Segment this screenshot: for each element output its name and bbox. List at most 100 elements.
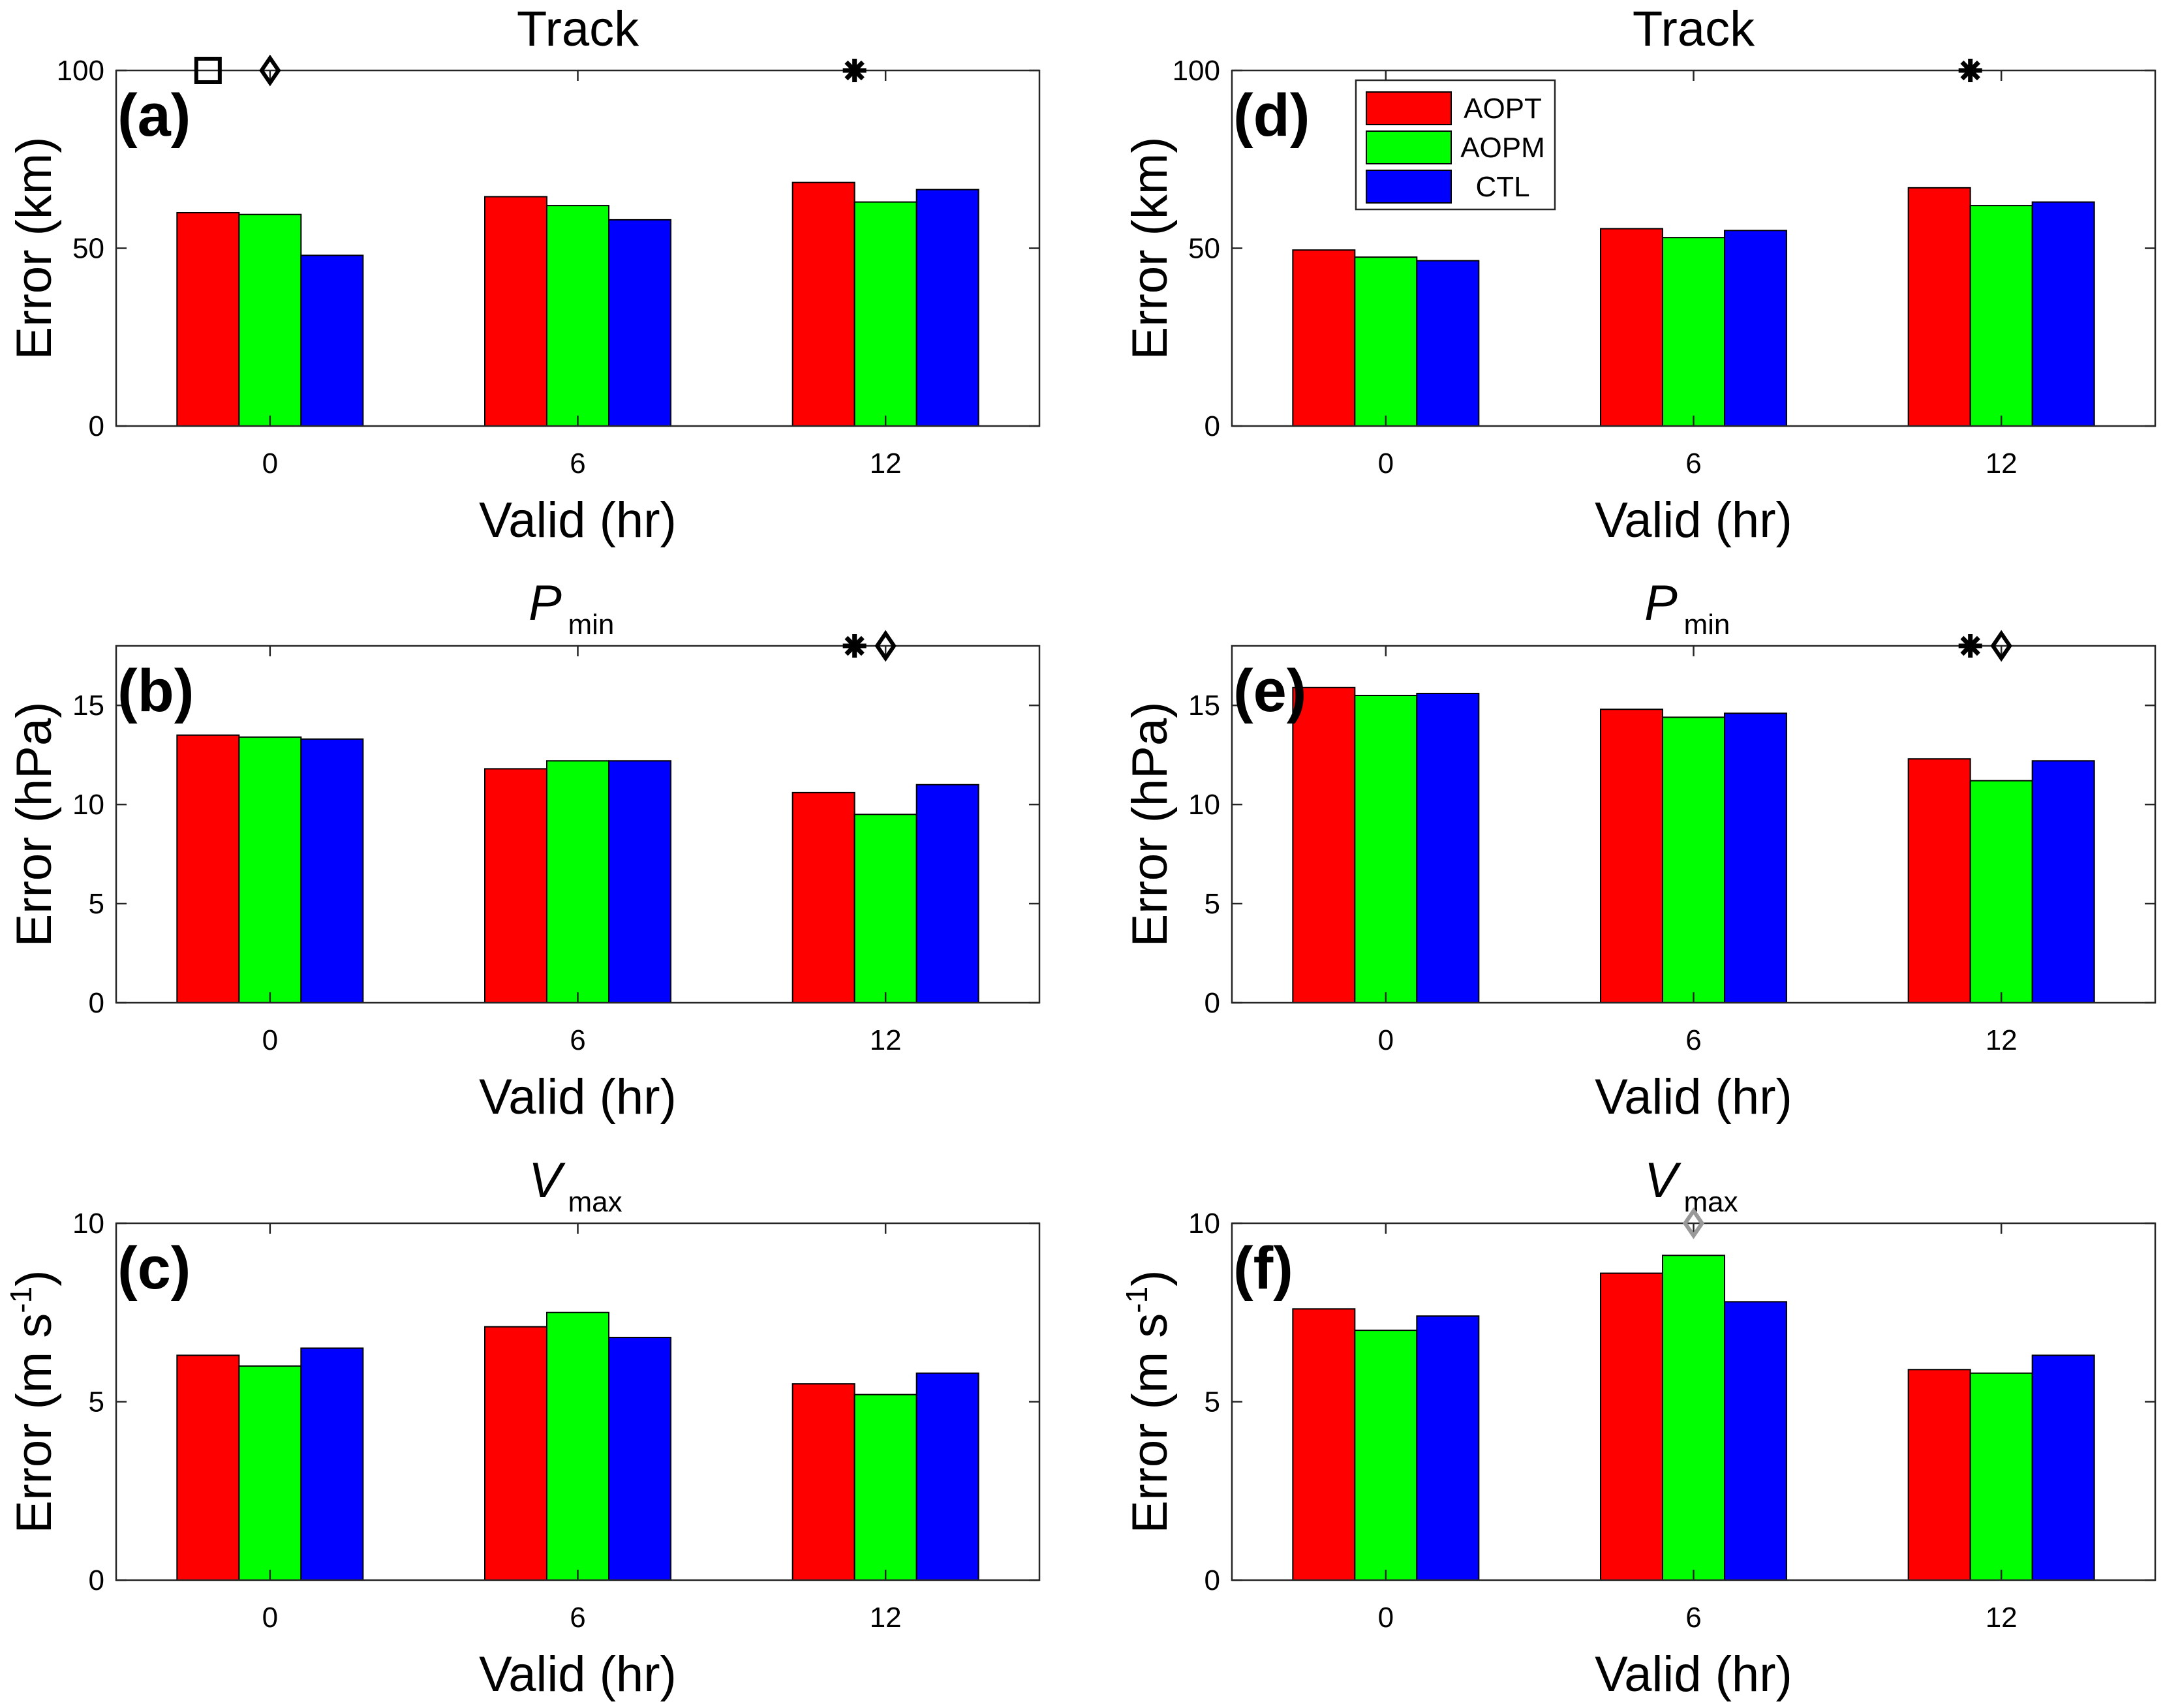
bar-aopt-12 (791, 791, 855, 1004)
legend-label-aopt: AOPT (1464, 93, 1542, 125)
bar-aopt-6 (1600, 1272, 1663, 1581)
y-axis-label: Error (km) (1122, 137, 1178, 360)
bar-ctl-0 (300, 1347, 364, 1581)
bar-ctl-12 (2031, 760, 2095, 1004)
y-tick-label: 10 (1188, 1208, 1220, 1240)
bar-ctl-0 (1416, 260, 1480, 427)
asterisk-stroke (844, 635, 865, 656)
y-tick-label: 50 (72, 233, 104, 265)
bar-aopm-0 (1354, 1330, 1418, 1581)
x-tick-label: 0 (262, 1602, 278, 1634)
chart-title-subscript: min (1684, 609, 1730, 641)
asterisk-marker (842, 59, 867, 82)
bar-aopt-12 (1907, 758, 1971, 1003)
bar-aopt-6 (1600, 228, 1663, 427)
bar-aopm-6 (546, 205, 609, 427)
bar-ctl-12 (915, 1372, 979, 1581)
bar-aopm-0 (238, 736, 302, 1004)
x-axis-label: Valid (hr) (479, 1069, 677, 1125)
bar-ctl-0 (300, 738, 364, 1003)
x-tick-label: 6 (1685, 448, 1701, 480)
y-tick-label: 50 (1188, 233, 1220, 265)
x-tick-label: 6 (570, 1024, 585, 1056)
bar-aopt-0 (1292, 1308, 1356, 1581)
y-tick-label: 0 (89, 410, 104, 442)
legend-swatch-aopm (1366, 130, 1452, 164)
bar-ctl-6 (608, 219, 671, 427)
x-axis-label: Valid (hr) (1595, 1647, 1792, 1702)
y-tick-label: 0 (1205, 987, 1220, 1019)
x-tick-label: 0 (262, 1024, 278, 1056)
bar-ctl-12 (2031, 201, 2095, 427)
bar-aopm-12 (1969, 1372, 2033, 1581)
bar-aopm-6 (546, 760, 609, 1004)
y-tick-label: 0 (1205, 1564, 1220, 1596)
y-tick-label: 0 (89, 1564, 104, 1596)
panel-b: 0 5 10 15 0 6 12 Valid (hr) Error (hPa) P min (b) (7, 575, 1041, 1125)
bar-aopt-0 (176, 212, 240, 427)
chart-title: P (1644, 575, 1678, 631)
x-tick-label: 0 (262, 448, 278, 480)
bar-aopm-12 (853, 1394, 917, 1581)
diamond-marker (1990, 630, 2012, 662)
panel-label: (a) (117, 82, 191, 149)
chart-title: Track (517, 1, 639, 57)
chart-title: P (529, 575, 562, 631)
y-tick-label: 5 (89, 1386, 104, 1418)
chart-title: V (529, 1153, 566, 1208)
y-axis-label: Error (hPa) (1122, 702, 1178, 947)
bar-aopm-6 (1662, 716, 1725, 1004)
bar-aopt-6 (484, 768, 547, 1004)
bar-aopm-12 (853, 814, 917, 1003)
bar-aopm-12 (1969, 205, 2033, 427)
x-axis-label: Valid (hr) (1595, 493, 1792, 548)
bar-ctl-12 (915, 784, 979, 1003)
y-axis-label: Error (hPa) (7, 702, 62, 947)
bar-aopt-12 (791, 1383, 855, 1581)
chart-title: V (1644, 1153, 1681, 1208)
bar-aopm-12 (853, 201, 917, 427)
bar-ctl-6 (608, 760, 671, 1004)
diamond-marker (259, 54, 281, 87)
bar-aopm-6 (1662, 1255, 1725, 1581)
bar-aopt-6 (484, 196, 547, 427)
panel-label: (e) (1233, 658, 1306, 724)
diamond-marker (874, 630, 897, 662)
y-tick-label: 0 (89, 987, 104, 1019)
panel-label: (d) (1233, 82, 1310, 149)
bar-aopm-6 (1662, 237, 1725, 427)
y-tick-label: 5 (1205, 888, 1220, 920)
bar-ctl-0 (300, 254, 364, 427)
bar-ctl-6 (1724, 1301, 1787, 1581)
legend-label-ctl: CTL (1475, 171, 1529, 203)
bar-aopt-6 (1600, 709, 1663, 1003)
bar-aopt-0 (1292, 249, 1356, 427)
bar-ctl-0 (1416, 692, 1480, 1004)
bar-ctl-6 (1724, 712, 1787, 1004)
legend-swatch-aopt (1366, 91, 1452, 125)
panel-label: (f) (1233, 1235, 1293, 1302)
bar-aopm-0 (238, 213, 302, 427)
bar-aopt-0 (176, 734, 240, 1003)
chart-title-subscript: max (568, 1186, 622, 1218)
asterisk-stroke (1960, 60, 1980, 81)
panel-a: 0 50 100 0 6 12 Valid (hr) Error (km) Track (a) (7, 1, 1041, 548)
asterisk-marker (842, 634, 867, 658)
y-axis-label: Error (km) (7, 137, 62, 360)
x-tick-label: 12 (870, 1024, 902, 1056)
bar-ctl-6 (1724, 230, 1787, 427)
y-tick-label: 15 (1188, 690, 1220, 722)
bar-aopt-12 (791, 181, 855, 427)
panel-d: 0 50 100 0 6 12 Valid (hr) Error (km) Track (d) AO… (1122, 1, 2157, 548)
legend-swatch-ctl (1366, 170, 1452, 204)
x-tick-label: 12 (1986, 448, 2018, 480)
bar-ctl-6 (608, 1337, 671, 1581)
x-axis-label: Valid (hr) (479, 493, 677, 548)
y-axis-label: Error (m s-1) (4, 1270, 62, 1534)
asterisk-marker (1958, 634, 1982, 658)
x-tick-label: 12 (1986, 1024, 2018, 1056)
y-tick-label: 5 (1205, 1386, 1220, 1418)
bar-ctl-12 (2031, 1354, 2095, 1581)
